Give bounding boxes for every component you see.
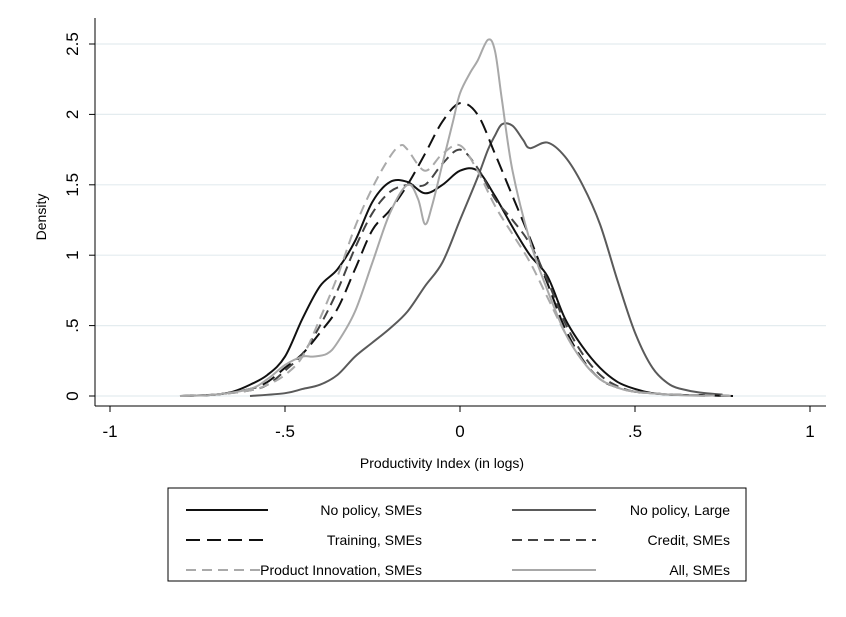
legend-items: No policy, SMEs Training, SMEs Product Inn… bbox=[186, 502, 730, 578]
x-tick-label: 0 bbox=[455, 422, 464, 441]
y-tick-label: 2.5 bbox=[63, 32, 82, 56]
y-tick-label: 2 bbox=[63, 110, 82, 119]
x-axis-title: Productivity Index (in logs) bbox=[360, 455, 524, 471]
series-line-all-smes bbox=[179, 38, 706, 397]
gridlines bbox=[95, 43, 826, 397]
y-tick-label: 0 bbox=[63, 391, 82, 400]
series-lines bbox=[179, 38, 734, 397]
x-tick-label: 1 bbox=[805, 422, 814, 441]
series-line-credit-smes bbox=[179, 148, 734, 397]
x-tick-label: -.5 bbox=[275, 422, 295, 441]
y-tick-label: 1.5 bbox=[63, 173, 82, 197]
y-tick-label: .5 bbox=[63, 319, 82, 333]
legend-label: Training, SMEs bbox=[327, 532, 422, 548]
legend: No policy, SMEs Training, SMEs Product Inn… bbox=[167, 487, 747, 582]
series-line-no-policy-large bbox=[249, 122, 723, 397]
series-line-no-policy-smes bbox=[179, 167, 734, 397]
x-tick-label: .5 bbox=[628, 422, 642, 441]
legend-label: Credit, SMEs bbox=[648, 532, 730, 548]
y-tick-label: 1 bbox=[63, 250, 82, 259]
legend-label: Product Innovation, SMEs bbox=[260, 562, 422, 578]
x-tick-label: -1 bbox=[102, 422, 117, 441]
y-axis-title: Density bbox=[33, 194, 49, 241]
axis-ticks: 0 .5 1 1.5 2 2.5 -1 -.5 0 .5 1 bbox=[63, 32, 815, 441]
legend-label: No policy, SMEs bbox=[320, 502, 422, 518]
legend-label: No policy, Large bbox=[630, 502, 730, 518]
legend-label: All, SMEs bbox=[669, 562, 730, 578]
legend-box bbox=[167, 487, 747, 582]
